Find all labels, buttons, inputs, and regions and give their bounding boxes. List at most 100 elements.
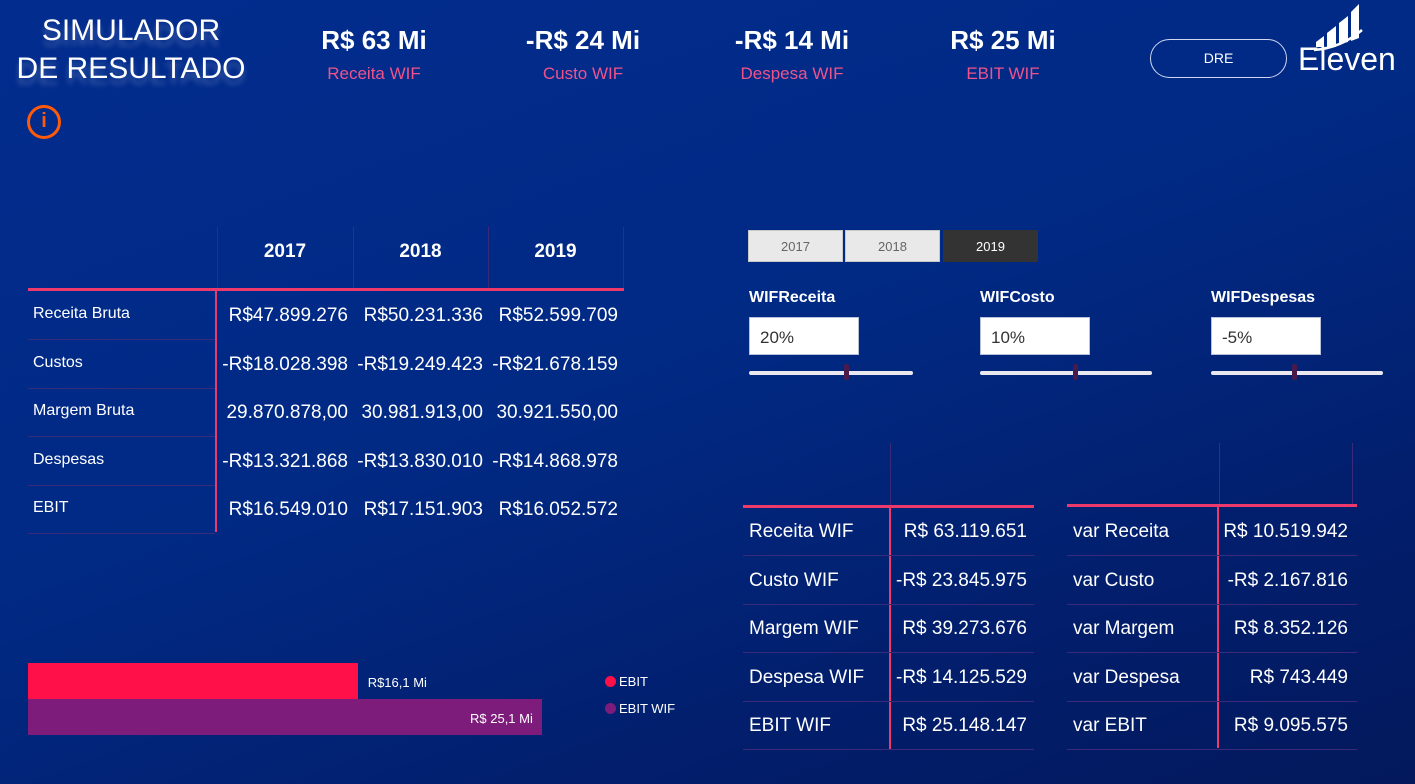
title-line-1: SIMULADOR: [41, 14, 221, 47]
legend-label: EBIT WIF: [619, 701, 676, 716]
param-input[interactable]: 20%: [749, 317, 859, 355]
table-row: [743, 702, 1034, 750]
table-cell: 30.981.913,00: [361, 402, 483, 423]
kpi-label: Receita WIF: [327, 64, 421, 83]
row-value: -R$ 14.125.529: [896, 666, 1027, 688]
row-value: -R$ 23.845.975: [896, 569, 1027, 591]
table-cell: R$47.899.276: [228, 305, 348, 326]
table-row: [743, 605, 1034, 653]
legend-dot-icon: [605, 676, 616, 687]
table-row: Margem Bruta: [28, 389, 215, 437]
table-row: [1067, 702, 1357, 750]
legend-item-ebit-wif[interactable]: EBIT WIF: [605, 701, 675, 716]
param-slider[interactable]: [980, 364, 1152, 380]
param-label: WIFDespesas: [1211, 289, 1316, 306]
row-value: R$ 10.519.942: [1223, 521, 1348, 542]
slider-thumb[interactable]: [843, 364, 849, 380]
table-cell: R$16.052.572: [498, 499, 618, 520]
table-cell: -R$18.028.398: [222, 353, 348, 375]
dre-button[interactable]: DRE: [1150, 39, 1287, 78]
row-value: R$ 39.273.676: [902, 618, 1027, 639]
row-label: var Receita: [1073, 521, 1170, 542]
table-cell: R$52.599.709: [498, 305, 618, 326]
kpi-label: Despesa WIF: [740, 64, 844, 83]
table-row: [1067, 605, 1357, 653]
row-label: Custo WIF: [749, 569, 839, 591]
legend-item-ebit[interactable]: EBIT: [605, 674, 648, 689]
kpi-receita-wif: R$ 63 Mi Receita WIF: [274, 25, 474, 84]
row-value: R$ 743.449: [1249, 666, 1348, 688]
column-header-2017[interactable]: 2017: [263, 241, 307, 262]
table-row: [1067, 557, 1357, 605]
kpi-ebit-wif: R$ 25 Mi EBIT WIF: [903, 25, 1103, 84]
table-cell: R$50.231.336: [363, 305, 483, 326]
column-header-2019[interactable]: 2019: [534, 241, 577, 262]
table-row: [1067, 508, 1357, 556]
bar-data-label: R$ 25,1 Mi: [470, 711, 533, 726]
param-slider[interactable]: [1211, 364, 1383, 380]
table-row: [743, 654, 1034, 702]
row-label: var Margem: [1073, 618, 1175, 639]
table-cell: -R$13.830.010: [357, 450, 483, 472]
bar-ebit-wif[interactable]: [28, 699, 542, 735]
bar-ebit[interactable]: [28, 663, 358, 699]
logo-bars-icon: Eleven: [1298, 4, 1396, 77]
param-input[interactable]: -5%: [1211, 317, 1321, 355]
table-cell: -R$13.321.868: [222, 450, 348, 472]
slider-thumb[interactable]: [1291, 364, 1297, 380]
year-option-2018[interactable]: 2018: [845, 230, 940, 262]
kpi-label: EBIT WIF: [966, 64, 1040, 83]
year-option-2019[interactable]: 2019: [943, 230, 1038, 262]
year-option-2017[interactable]: 2017: [748, 230, 843, 262]
table-cell: R$17.151.903: [363, 499, 483, 520]
table-cell: 30.921.550,00: [496, 402, 618, 423]
title-line-2: DE RESULTADO: [16, 52, 246, 85]
table-row: Despesas: [28, 438, 215, 486]
bar-data-label: R$16,1 Mi: [367, 675, 427, 690]
table-cell: -R$14.868.978: [492, 450, 618, 472]
row-label: Custos: [33, 353, 83, 371]
row-label: var EBIT: [1073, 715, 1147, 736]
kpi-value: -R$ 14 Mi: [734, 25, 850, 55]
row-value: R$ 8.352.126: [1233, 618, 1348, 639]
table-cell: -R$19.249.423: [357, 353, 483, 375]
row-label: Margem Bruta: [33, 402, 135, 419]
row-label: Despesa WIF: [749, 666, 865, 688]
table-cell: -R$21.678.159: [492, 353, 618, 375]
table-row: Receita Bruta: [28, 292, 215, 340]
legend-dot-icon: [605, 703, 616, 714]
row-value: -R$ 2.167.816: [1227, 569, 1348, 591]
param-input[interactable]: 10%: [980, 317, 1090, 355]
report-title: SIMULADOR DE RESULTADO: [0, 12, 262, 88]
kpi-custo-wif: -R$ 24 Mi Custo WIF: [483, 25, 683, 84]
slider-thumb[interactable]: [1072, 364, 1078, 380]
row-label: Receita Bruta: [33, 305, 130, 322]
row-label: EBIT: [33, 499, 69, 516]
table-cell: 29.870.878,00: [226, 402, 348, 423]
table-row: [743, 557, 1034, 605]
row-label: Despesas: [33, 450, 105, 468]
kpi-despesa-wif: -R$ 14 Mi Despesa WIF: [692, 25, 892, 84]
table-cell: R$16.549.010: [228, 499, 348, 520]
table-row: [743, 508, 1034, 556]
row-value: R$ 25.148.147: [902, 715, 1027, 736]
param-label: WIFReceita: [749, 289, 836, 306]
kpi-value: R$ 63 Mi: [321, 25, 427, 55]
row-label: var Custo: [1073, 569, 1155, 591]
row-label: EBIT WIF: [749, 715, 831, 736]
kpi-value: -R$ 24 Mi: [525, 25, 641, 55]
table-row: Custos: [28, 341, 215, 389]
row-label: var Despesa: [1073, 666, 1180, 688]
table-row: [1067, 654, 1357, 702]
param-slider[interactable]: [749, 364, 913, 380]
param-label: WIFCosto: [980, 289, 1055, 306]
info-icon[interactable]: i: [27, 105, 61, 139]
kpi-label: Custo WIF: [542, 64, 624, 83]
svg-text:Eleven: Eleven: [1298, 41, 1396, 74]
kpi-value: R$ 25 Mi: [950, 25, 1056, 55]
legend-label: EBIT: [619, 674, 648, 689]
row-value: R$ 9.095.575: [1233, 715, 1348, 736]
column-header-2018[interactable]: 2018: [399, 241, 442, 262]
eleven-logo: Eleven: [1296, 2, 1411, 77]
row-value: R$ 63.119.651: [903, 521, 1027, 542]
